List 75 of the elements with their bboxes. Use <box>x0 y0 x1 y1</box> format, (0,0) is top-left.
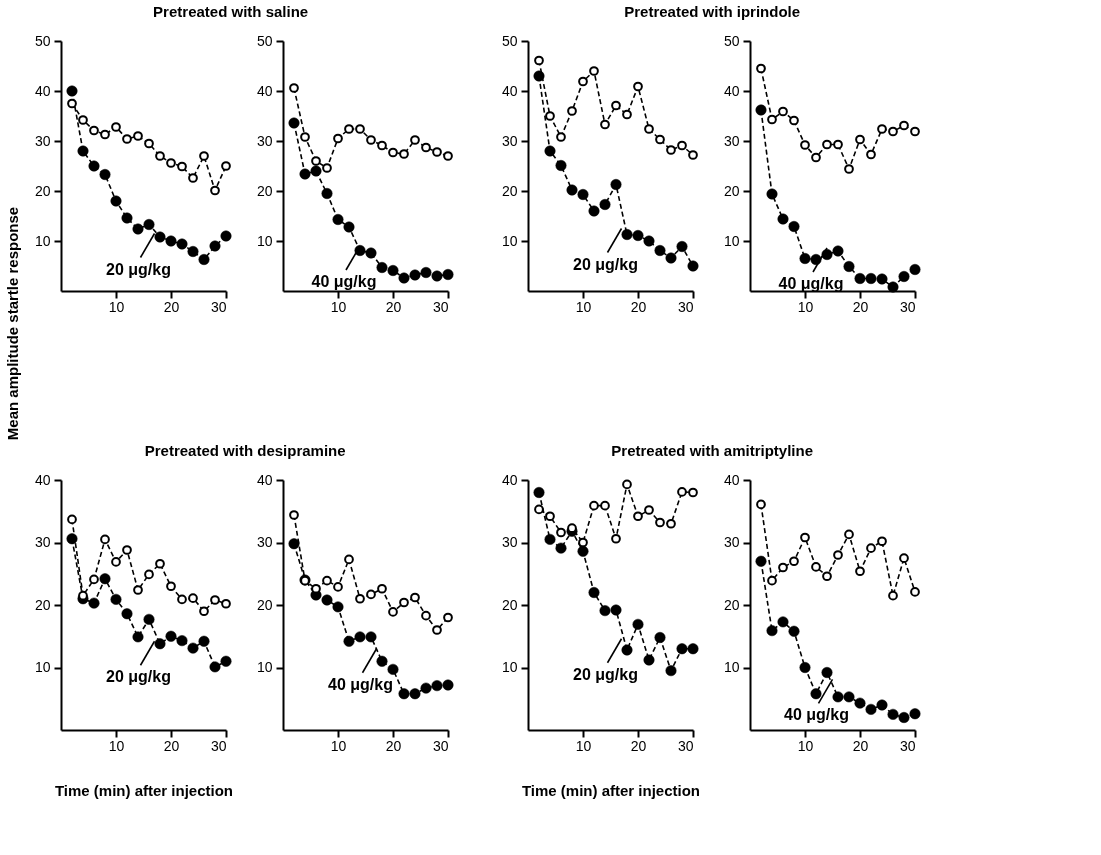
x-tick-label: 20 <box>163 737 180 754</box>
y-tick-label: 20 <box>34 182 51 199</box>
chart-title: Pretreated with iprindole <box>624 3 801 20</box>
chart-title: Pretreated with saline <box>153 3 309 20</box>
x-tick-label: 10 <box>108 737 125 754</box>
y-tick-label: 10 <box>256 232 273 249</box>
x-tick-label: 10 <box>330 298 347 315</box>
annotation: 40 μg/kg <box>778 275 844 292</box>
y-tick-label: 50 <box>34 32 51 49</box>
annotation: 40 μg/kg <box>784 706 849 724</box>
x-tick-label: 20 <box>385 737 402 754</box>
x-tick-label: 30 <box>432 737 449 754</box>
y-tick-label: 20 <box>256 596 273 613</box>
x-tick-label: 20 <box>163 298 180 315</box>
x-axis-title: Time (min) after injection <box>521 781 701 799</box>
y-tick-label: 40 <box>723 471 740 488</box>
y-tick-label: 20 <box>501 596 518 613</box>
x-tick-label: 20 <box>852 737 869 754</box>
annotation: 20 μg/kg <box>573 255 638 273</box>
y-tick-label: 30 <box>34 132 51 149</box>
y-tick-label: 10 <box>34 232 51 249</box>
x-tick-label: 20 <box>385 298 402 315</box>
annotation: 40 μg/kg <box>328 675 393 693</box>
chart-title: Pretreated with amitriptyline <box>611 442 814 459</box>
x-tick-label: 30 <box>899 298 916 315</box>
y-tick-label: 40 <box>256 471 273 488</box>
x-tick-label: 10 <box>575 298 592 315</box>
y-tick-label: 40 <box>34 471 51 488</box>
y-tick-label: 40 <box>501 471 518 488</box>
y-tick-label: 40 <box>34 82 51 99</box>
annotation: 40 μg/kg <box>311 273 377 290</box>
x-tick-label: 30 <box>677 737 694 754</box>
y-tick-label: 10 <box>501 232 518 249</box>
x-tick-label: 20 <box>630 298 647 315</box>
y-tick-label: 20 <box>723 182 740 199</box>
y-tick-label: 30 <box>723 534 740 550</box>
chart-title: Pretreated with desipramine <box>144 442 346 459</box>
x-tick-label: 10 <box>797 737 814 754</box>
y-tick-label: 40 <box>723 82 740 99</box>
y-tick-label: 30 <box>256 534 273 550</box>
y-tick-label: 30 <box>34 534 51 550</box>
annotation: 20 μg/kg <box>573 665 638 683</box>
x-tick-label: 20 <box>630 737 647 754</box>
y-tick-label: 10 <box>723 232 740 249</box>
y-tick-label: 20 <box>34 596 51 613</box>
y-tick-label: 20 <box>256 182 273 199</box>
x-tick-label: 10 <box>797 298 814 315</box>
x-tick-label: 10 <box>575 737 592 754</box>
y-tick-label: 50 <box>256 32 273 49</box>
y-axis-title: Mean amplitude startle response <box>3 206 21 441</box>
x-tick-label: 30 <box>210 737 227 754</box>
y-tick-label: 10 <box>34 659 51 675</box>
x-tick-label: 30 <box>432 298 449 315</box>
x-tick-label: 20 <box>852 298 869 315</box>
y-tick-label: 10 <box>723 659 740 675</box>
x-axis-title: Time (min) after injection <box>54 781 234 799</box>
y-tick-label: 30 <box>256 132 273 149</box>
y-tick-label: 20 <box>501 182 518 199</box>
x-tick-label: 30 <box>210 298 227 315</box>
y-tick-label: 30 <box>501 534 518 550</box>
y-tick-label: 40 <box>501 82 518 99</box>
y-tick-label: 10 <box>501 659 518 675</box>
y-tick-label: 40 <box>256 82 273 99</box>
x-tick-label: 30 <box>899 737 916 754</box>
x-tick-label: 30 <box>677 298 694 315</box>
annotation: 20 μg/kg <box>106 668 171 686</box>
y-tick-label: 30 <box>501 132 518 149</box>
y-tick-label: 10 <box>256 659 273 675</box>
y-tick-label: 20 <box>723 596 740 613</box>
x-tick-label: 10 <box>108 298 125 315</box>
y-tick-label: 30 <box>723 132 740 149</box>
x-tick-label: 10 <box>330 737 347 754</box>
y-tick-label: 50 <box>723 32 740 49</box>
annotation: 20 μg/kg <box>106 260 171 278</box>
y-tick-label: 50 <box>501 32 518 49</box>
